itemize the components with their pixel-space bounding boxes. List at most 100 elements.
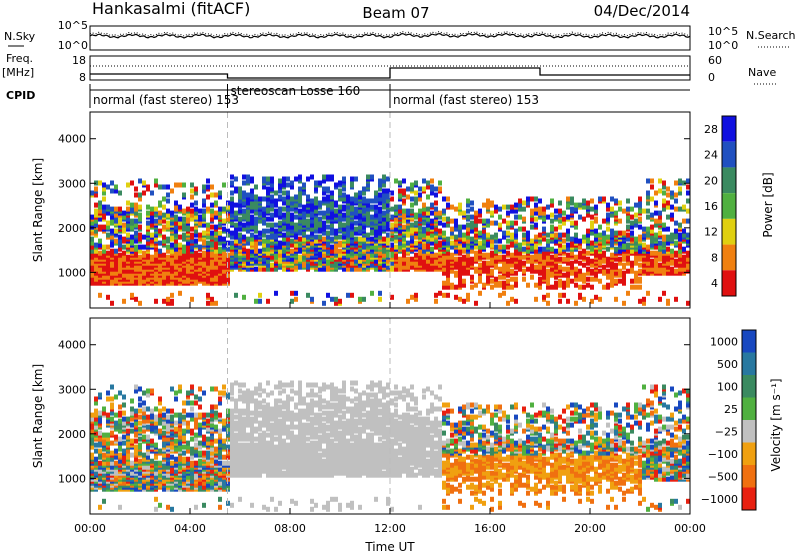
heatmap-cell [150, 233, 154, 238]
heatmap-cell [158, 241, 162, 246]
freq-unit-label: [MHz] [2, 66, 34, 79]
heatmap-cell [378, 291, 382, 296]
heatmap-cell [454, 271, 458, 276]
heatmap-cell [638, 197, 642, 202]
cpid-segment-label: normal (fast stereo) 153 [393, 93, 539, 107]
heatmap-cell [406, 241, 410, 246]
heatmap-cell [630, 207, 634, 212]
heatmap-cell [518, 243, 522, 248]
heatmap-cell [582, 285, 586, 290]
heatmap-cell [242, 175, 246, 180]
heatmap-cell [326, 195, 330, 200]
heatmap-cell [546, 269, 550, 274]
freq-label: Freq. [6, 52, 33, 65]
heatmap-cell [678, 223, 682, 228]
heatmap-cell [138, 409, 142, 414]
heatmap-cell [338, 241, 342, 246]
heatmap-cell [218, 461, 222, 466]
heatmap-cell [442, 217, 446, 222]
heatmap-cell [398, 189, 402, 194]
heatmap-cell [450, 241, 454, 246]
heatmap-cell [122, 251, 126, 256]
heatmap-cell [506, 221, 510, 226]
heatmap-cell [634, 213, 638, 218]
heatmap-cell [202, 209, 206, 214]
heatmap-cell [230, 191, 234, 196]
heatmap-cell [562, 273, 566, 278]
heatmap-cell [258, 197, 262, 202]
heatmap-cell [602, 251, 606, 256]
heatmap-cell [342, 177, 346, 182]
heatmap-cell [130, 453, 134, 458]
heatmap-cell [106, 413, 110, 418]
colorbar-segment [722, 270, 736, 296]
heatmap-cell [222, 207, 226, 212]
heatmap-cell [546, 205, 550, 210]
y-tick-label: 4000 [58, 133, 86, 146]
heatmap-cell [546, 233, 550, 238]
heatmap-cell [578, 285, 582, 290]
heatmap-cell [478, 209, 482, 214]
heatmap-cell [90, 237, 94, 242]
colorbar-segment [722, 167, 736, 193]
heatmap-cell [106, 205, 110, 210]
heatmap-cell [498, 215, 502, 220]
heatmap-cell [578, 293, 582, 298]
heatmap-cell [274, 209, 278, 214]
heatmap-cell [230, 181, 234, 186]
heatmap-cell [630, 215, 634, 220]
heatmap-cell [642, 243, 646, 248]
heatmap-cell [206, 413, 210, 418]
heatmap-cell [506, 251, 510, 256]
heatmap-cell [554, 281, 558, 286]
heatmap-cell [206, 437, 210, 442]
heatmap-cell [510, 233, 514, 238]
heatmap-cell [130, 219, 134, 224]
heatmap-cell [590, 215, 594, 220]
heatmap-cell [310, 175, 314, 180]
heatmap-cell [498, 275, 502, 280]
heatmap-cell [178, 235, 182, 240]
heatmap-cell [610, 253, 614, 258]
heatmap-cell [558, 265, 562, 270]
heatmap-cell [402, 199, 406, 204]
heatmap-cell [522, 261, 526, 266]
heatmap-cell [198, 387, 202, 392]
heatmap-cell [502, 205, 506, 210]
heatmap-cell [534, 265, 538, 270]
heatmap-cell [494, 233, 498, 238]
heatmap-cell [126, 183, 130, 188]
heatmap-cell [446, 237, 450, 242]
heatmap-cell [622, 271, 626, 276]
colorbar-tick-label: 24 [704, 149, 718, 162]
heatmap-cell [170, 293, 174, 298]
heatmap-cell [586, 201, 590, 206]
nave-right-tick-bottom: 0 [708, 71, 715, 84]
heatmap-cell [110, 441, 114, 446]
heatmap-cell [162, 413, 166, 418]
heatmap-cell [502, 245, 506, 250]
heatmap-cell [170, 461, 174, 466]
heatmap-cell [310, 297, 314, 302]
heatmap-cell [618, 201, 622, 206]
heatmap-cell [538, 247, 542, 252]
heatmap-cell [138, 387, 142, 392]
heatmap-cell [658, 179, 662, 184]
heatmap-cell [206, 241, 210, 246]
heatmap-cell [442, 209, 446, 214]
heatmap-cell [618, 231, 622, 236]
heatmap-cell [130, 439, 134, 444]
heatmap-cell [146, 185, 150, 190]
heatmap-cell [182, 401, 186, 406]
heatmap-cell [598, 225, 602, 230]
heatmap-cell [166, 193, 170, 198]
heatmap-cell [106, 233, 110, 238]
heatmap-cell [686, 179, 690, 184]
heatmap-cell [102, 225, 106, 230]
heatmap-cell [650, 225, 654, 230]
heatmap-cell [218, 429, 222, 434]
heatmap-cell [434, 293, 438, 298]
heatmap-cell [570, 279, 574, 284]
heatmap-cell [102, 499, 106, 504]
heatmap-cell [514, 215, 518, 220]
